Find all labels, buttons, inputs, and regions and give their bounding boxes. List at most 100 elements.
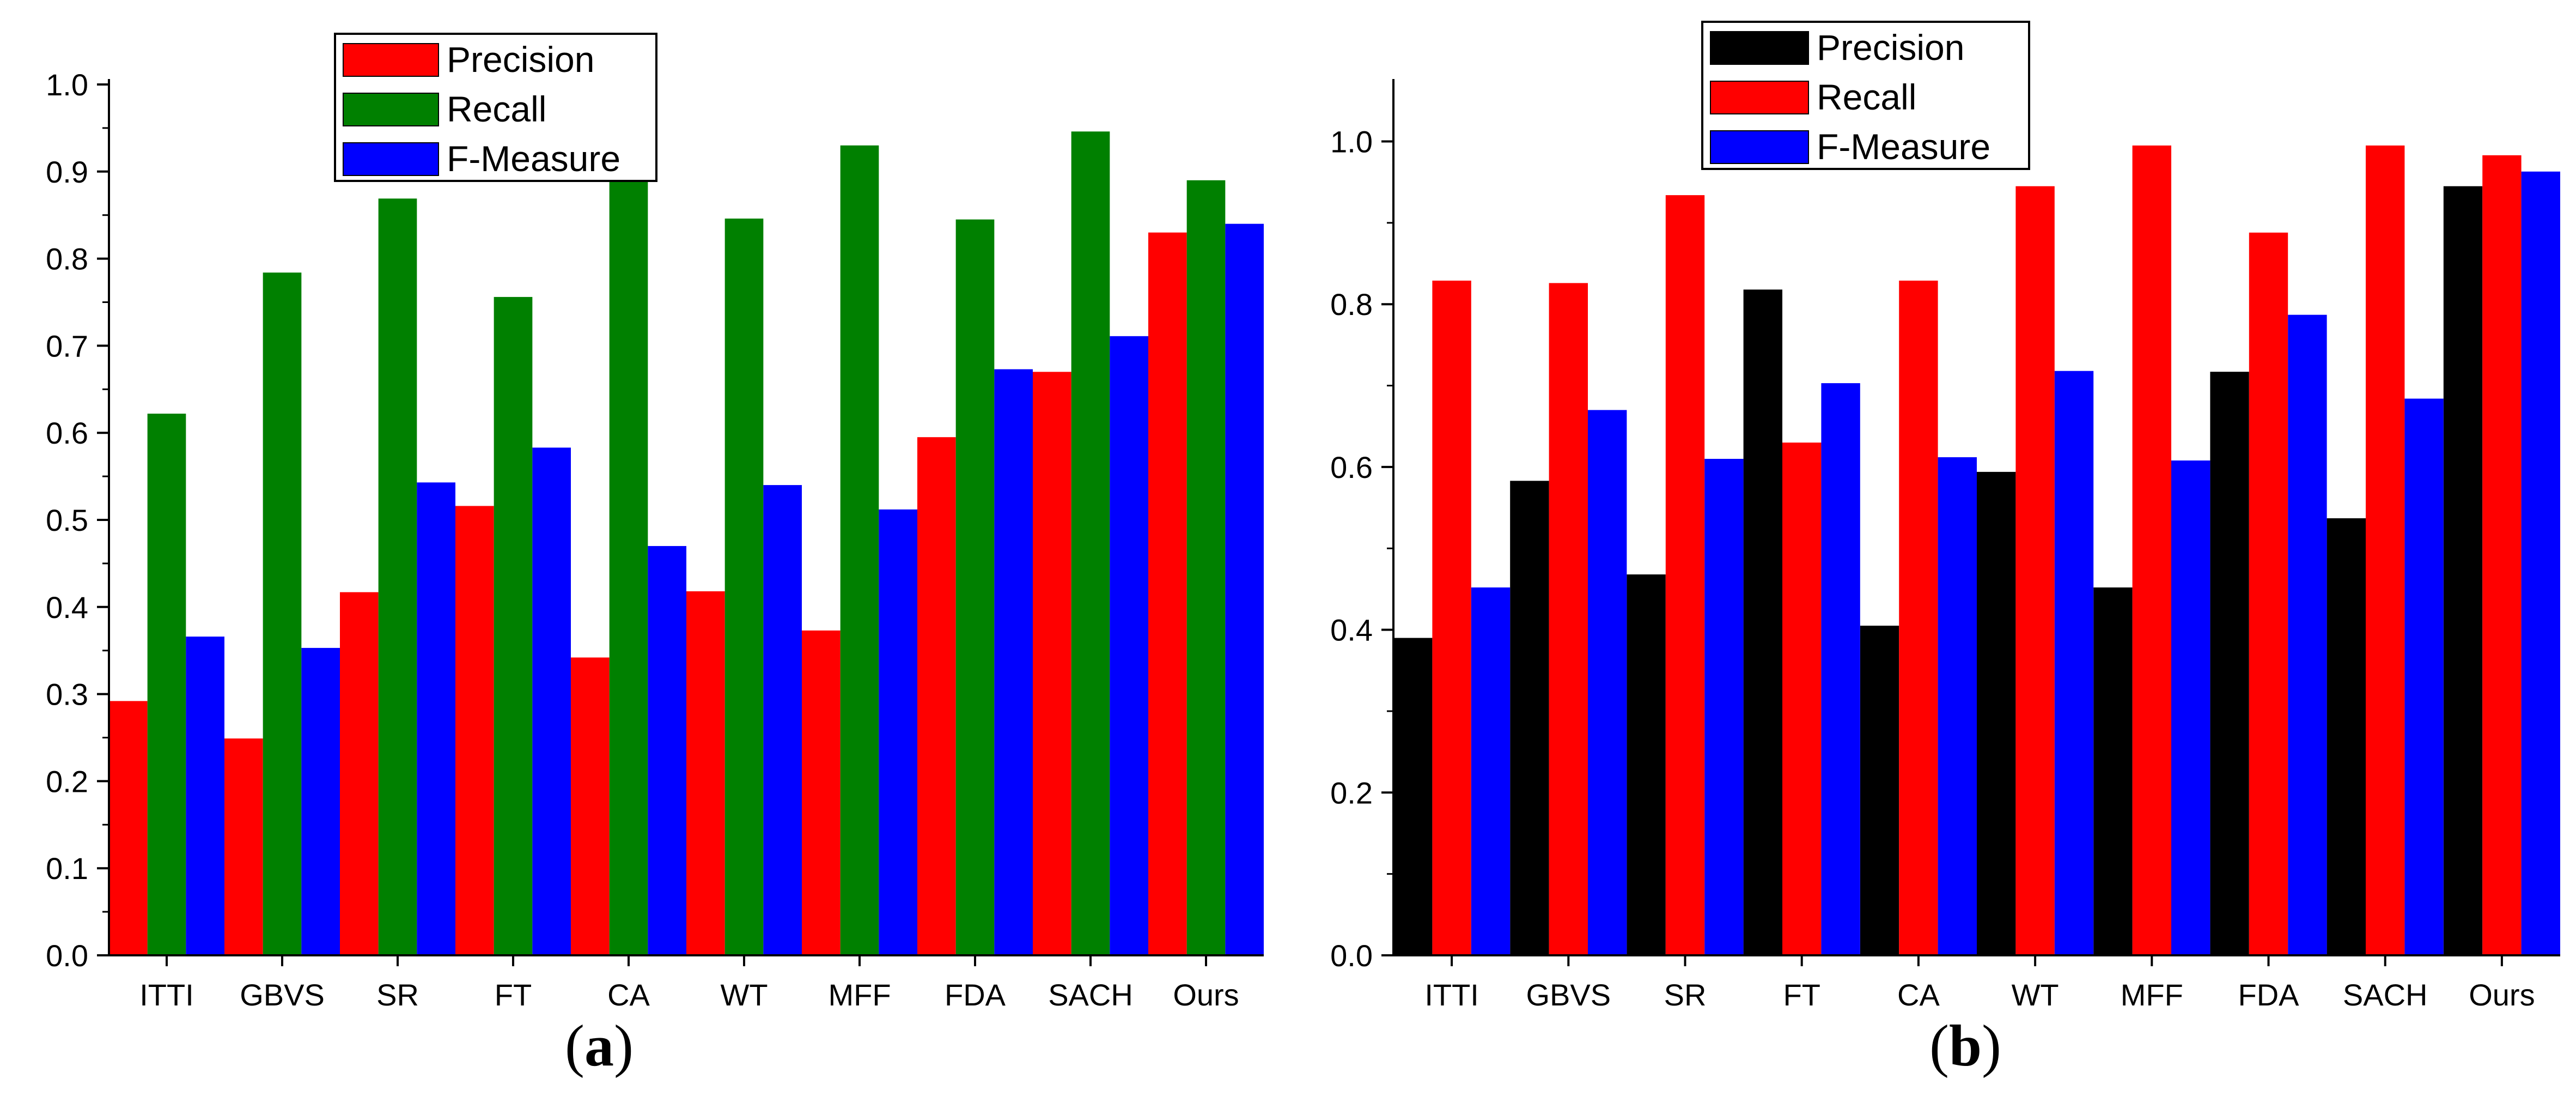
legend-swatch-f-measure bbox=[1710, 130, 1809, 164]
caption-letter: b bbox=[1949, 1014, 1982, 1078]
x-tick-label-wt: WT bbox=[2012, 978, 2059, 1012]
legend-label-precision: Precision bbox=[447, 39, 594, 80]
bar-precision-ca bbox=[1860, 626, 1899, 955]
legend-swatch-f-measure bbox=[343, 142, 439, 176]
bar-recall-sr bbox=[378, 198, 417, 955]
x-tick-label-ca: CA bbox=[607, 978, 650, 1012]
bar-recall-gbvs bbox=[1549, 283, 1588, 955]
bar-recall-ft bbox=[1782, 443, 1822, 955]
bar-f-measure-gbvs bbox=[1588, 410, 1627, 955]
caption-close-paren: ) bbox=[1982, 1014, 2001, 1078]
legend-label-precision: Precision bbox=[1817, 27, 1964, 68]
bar-precision-fda bbox=[917, 437, 956, 955]
bar-recall-mff bbox=[840, 145, 879, 955]
x-tick-label-mff: MFF bbox=[2121, 978, 2183, 1012]
y-tick-label: 0.0 bbox=[1330, 938, 1373, 973]
bar-precision-wt bbox=[686, 591, 725, 955]
x-tick-label-fda: FDA bbox=[2238, 978, 2300, 1012]
bar-recall-fda bbox=[955, 219, 995, 956]
legend: Precision Recall F-Measure bbox=[334, 33, 657, 182]
bar-precision-itti bbox=[109, 701, 148, 955]
caption-open-paren: ( bbox=[1929, 1014, 1949, 1078]
bar-precision-sr bbox=[340, 592, 379, 955]
bar-precision-mff bbox=[802, 630, 841, 955]
bar-recall-sr bbox=[1665, 195, 1705, 955]
y-tick-label: 1.0 bbox=[46, 68, 88, 102]
bar-precision-ours bbox=[2443, 186, 2483, 955]
bar-f-measure-ca bbox=[648, 546, 686, 955]
panel-caption: (a) bbox=[565, 1014, 634, 1078]
bar-f-measure-sach bbox=[2404, 398, 2444, 955]
chart-panel-a: 0.0 0.1 0.2 0.3 0.4 0.5 0.6 0.7 0.8 0.9 1.0 ITTI GBV… bbox=[46, 33, 1264, 1078]
x-tick-label-itti: ITTI bbox=[1424, 978, 1479, 1012]
bar-f-measure-itti bbox=[186, 637, 224, 955]
bar-f-measure-mff bbox=[879, 509, 917, 955]
y-tick-label: 0.4 bbox=[46, 590, 88, 625]
legend-label-recall: Recall bbox=[1817, 77, 1916, 117]
x-tick-label-ours: Ours bbox=[1173, 978, 1239, 1012]
bar-recall-sach bbox=[2366, 146, 2405, 956]
x-tick-label-ft: FT bbox=[1783, 978, 1820, 1012]
bar-f-measure-ours bbox=[2521, 171, 2560, 955]
bar-precision-sach bbox=[2327, 518, 2366, 955]
bar-f-measure-wt bbox=[763, 485, 802, 955]
caption-close-paren: ) bbox=[614, 1014, 634, 1078]
x-tick-label-ft: FT bbox=[495, 978, 532, 1012]
legend-label-f-measure: F-Measure bbox=[447, 138, 620, 179]
bar-f-measure-fda bbox=[994, 369, 1033, 955]
y-tick-label: 0.7 bbox=[46, 329, 88, 363]
y-tick-label: 0.2 bbox=[46, 764, 88, 798]
legend-label-recall: Recall bbox=[447, 89, 546, 129]
bar-f-measure-sr bbox=[1704, 458, 1744, 955]
bar-f-measure-fda bbox=[2288, 314, 2327, 955]
x-tick-label-gbvs: GBVS bbox=[240, 978, 325, 1012]
y-tick-label: 0.3 bbox=[46, 677, 88, 712]
legend-label-f-measure: F-Measure bbox=[1817, 126, 1990, 167]
y-tick-label: 0.2 bbox=[1330, 775, 1373, 810]
bar-recall-sach bbox=[1071, 131, 1110, 956]
y-tick-label: 0.9 bbox=[46, 155, 88, 189]
bar-precision-sach bbox=[1033, 372, 1071, 955]
legend-swatch-precision bbox=[1710, 31, 1809, 65]
bar-f-measure-sr bbox=[417, 482, 455, 955]
bar-f-measure-ft bbox=[1821, 383, 1860, 955]
y-tick-label: 0.6 bbox=[1330, 450, 1373, 484]
x-tick-label-fda: FDA bbox=[945, 978, 1006, 1012]
bar-precision-wt bbox=[1977, 471, 2016, 955]
x-tick-label-itti: ITTI bbox=[139, 978, 194, 1012]
bar-recall-itti bbox=[147, 414, 186, 955]
legend-swatch-recall bbox=[343, 93, 439, 126]
y-tick-label: 0.4 bbox=[1330, 613, 1373, 647]
legend-swatch-recall bbox=[1710, 81, 1809, 114]
bar-recall-itti bbox=[1432, 280, 1471, 955]
x-tick-label-gbvs: GBVS bbox=[1526, 978, 1611, 1012]
caption-letter: a bbox=[584, 1014, 614, 1078]
bar-f-measure-itti bbox=[1471, 587, 1511, 955]
bar-precision-sr bbox=[1627, 574, 1666, 955]
x-tick-label-mff: MFF bbox=[828, 978, 891, 1012]
chart-panel-b: 0.0 0.2 0.4 0.6 0.8 1.0 ITTI GBVS SR FT CA WT MFF FDA… bbox=[1330, 21, 2560, 1078]
x-tick-label-sr: SR bbox=[1664, 978, 1707, 1012]
bar-recall-fda bbox=[2249, 232, 2288, 956]
y-tick-label: 0.6 bbox=[46, 416, 88, 450]
y-tick-label: 0.0 bbox=[46, 938, 88, 973]
caption-open-paren: ( bbox=[565, 1014, 584, 1078]
bar-f-measure-wt bbox=[2054, 371, 2094, 955]
bar-precision-gbvs bbox=[224, 738, 263, 955]
bar-f-measure-ft bbox=[532, 447, 571, 955]
bar-recall-ours bbox=[1186, 180, 1226, 955]
x-tick-label-ours: Ours bbox=[2469, 978, 2535, 1012]
bar-recall-ca bbox=[609, 175, 648, 955]
y-tick-label: 0.1 bbox=[46, 851, 88, 886]
bar-precision-ft bbox=[1743, 289, 1782, 956]
bar-recall-ca bbox=[1899, 280, 1938, 955]
legend: Precision Recall F-Measure bbox=[1701, 21, 2030, 170]
bar-precision-ours bbox=[1148, 232, 1187, 955]
panel-caption: (b) bbox=[1929, 1014, 2001, 1078]
bar-f-measure-ours bbox=[1225, 223, 1264, 956]
y-tick-label: 0.8 bbox=[46, 242, 88, 276]
x-tick-label-wt: WT bbox=[720, 978, 768, 1012]
y-tick-label: 0.8 bbox=[1330, 287, 1373, 322]
bar-f-measure-ca bbox=[1938, 457, 1977, 955]
x-tick-label-ca: CA bbox=[1897, 978, 1940, 1012]
